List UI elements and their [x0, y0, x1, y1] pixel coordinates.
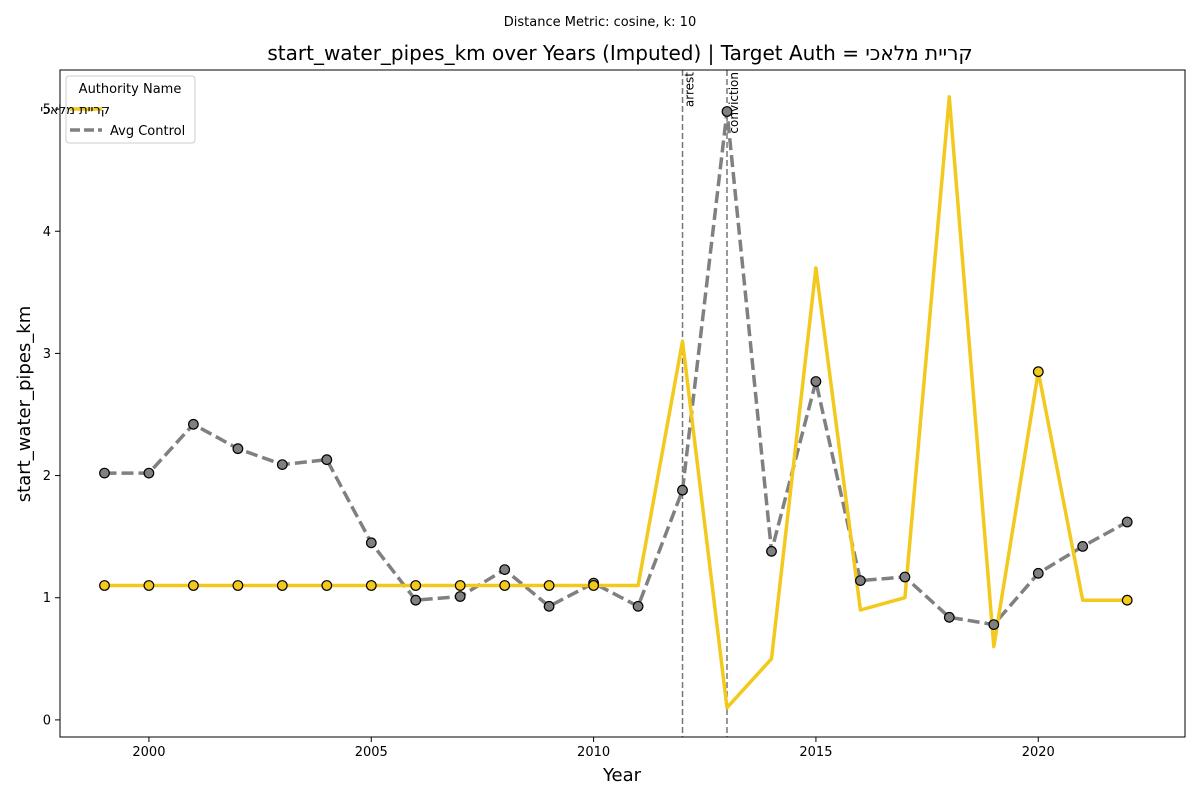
data-point-target — [143, 580, 155, 591]
data-point-control — [143, 467, 155, 479]
x-tick-label: 2005 — [355, 745, 388, 760]
x-tick-label: 2015 — [799, 745, 832, 760]
data-point-control — [1077, 541, 1089, 552]
data-point-control — [632, 600, 644, 612]
data-point-target — [1032, 366, 1044, 378]
data-point-target — [1121, 594, 1133, 606]
data-point-control — [454, 591, 466, 602]
event-label-arrest: arrest — [683, 72, 697, 107]
data-point-control — [99, 467, 110, 479]
data-point-control — [943, 611, 955, 623]
series-line-target — [104, 95, 1128, 710]
data-point-target — [454, 580, 466, 591]
chart-title: start_water_pipes_km over Years (Imputed… — [267, 41, 972, 65]
x-tick-label: 2000 — [132, 745, 165, 760]
legend-box — [65, 75, 196, 144]
data-point-control — [1121, 516, 1133, 528]
chart-suptitle: Distance Metric: cosine, k: 10 — [504, 15, 696, 30]
data-point-control — [855, 575, 866, 586]
y-tick-label: 5 — [43, 103, 51, 118]
legend-entry-target: קריית מלאכי — [40, 103, 110, 118]
y-tick-label: 1 — [43, 591, 51, 606]
data-point-target — [99, 580, 110, 591]
legend-title: Authority Name — [79, 82, 182, 97]
y-axis-ticks: 0 1 2 3 4 5 — [43, 103, 60, 728]
x-tick-label: 2020 — [1022, 745, 1055, 760]
data-point-control — [543, 600, 555, 612]
data-point-target — [232, 580, 244, 591]
data-point-control — [410, 594, 422, 606]
y-tick-label: 0 — [43, 713, 51, 728]
data-point-target — [588, 580, 599, 591]
data-point-control — [187, 418, 199, 430]
series-line-control — [104, 109, 1129, 627]
data-point-control — [365, 537, 377, 549]
data-point-target — [276, 580, 288, 591]
data-point-target — [187, 580, 199, 591]
y-tick-label: 3 — [43, 347, 51, 362]
data-point-control — [321, 454, 333, 466]
x-axis-label: Year — [602, 765, 642, 786]
data-point-control — [899, 571, 911, 583]
x-axis-ticks: 2000 2005 2010 2015 2020 — [132, 737, 1055, 760]
data-point-target — [543, 580, 555, 591]
data-point-control — [988, 619, 1000, 630]
data-point-control — [232, 443, 244, 455]
data-point-control — [810, 376, 822, 387]
legend-entry-control: Avg Control — [110, 124, 185, 139]
plot-area: arrest conviction — [99, 70, 1133, 737]
data-point-target — [321, 580, 333, 591]
event-label-conviction: conviction — [727, 72, 741, 134]
data-point-control — [1032, 567, 1044, 579]
data-point-control — [276, 459, 288, 471]
data-point-target — [365, 580, 377, 591]
data-point-control — [721, 106, 733, 117]
data-point-control — [766, 545, 777, 557]
data-point-control — [499, 564, 511, 575]
y-tick-label: 2 — [43, 469, 51, 484]
data-point-target — [410, 580, 422, 591]
axes-frame — [59, 69, 1186, 738]
y-axis-label: start_water_pipes_km — [14, 306, 35, 502]
data-point-target — [499, 580, 511, 591]
x-tick-label: 2010 — [577, 745, 610, 760]
y-tick-label: 4 — [43, 225, 51, 240]
data-point-control — [677, 484, 688, 496]
legend: Authority Name קריית מלאכי Avg Control — [40, 75, 196, 144]
